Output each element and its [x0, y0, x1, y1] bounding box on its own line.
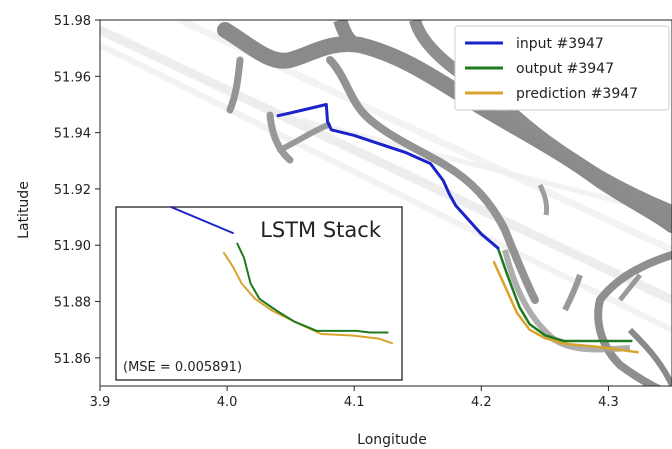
inset-input-line [170, 206, 234, 234]
traffic-density-background [100, 20, 672, 386]
x-axis-title: Longitude [357, 432, 427, 448]
inset-series-layer [170, 206, 393, 345]
inset-output-line [236, 242, 389, 334]
output-series-line [496, 246, 633, 343]
series-layer [276, 103, 639, 354]
legend-label: output #3947 [516, 61, 614, 77]
x-tick-label: 3.9 [90, 395, 111, 410]
x-tick-label: 4.2 [471, 395, 492, 410]
y-tick-label: 51.86 [54, 352, 91, 367]
legend-label: input #3947 [516, 36, 604, 52]
y-tick-label: 51.98 [54, 14, 91, 29]
legend-box [454, 25, 670, 111]
axes-frame [99, 19, 672, 387]
input-series-line [276, 103, 500, 250]
legend: input #3947 output #3947 prediction #3947 [454, 25, 670, 111]
x-axis: 3.9 4.0 4.1 4.2 4.3 [90, 386, 619, 410]
y-tick-label: 51.94 [54, 127, 91, 142]
prediction-series-line [492, 260, 639, 354]
inset-panel: LSTM Stack (MSE = 0.005891) [115, 206, 403, 381]
x-tick-label: 4.3 [598, 395, 619, 410]
inset-mse-label: (MSE = 0.005891) [123, 360, 242, 375]
y-tick-label: 51.92 [54, 183, 91, 198]
y-tick-label: 51.96 [54, 70, 91, 85]
y-tick-label: 51.90 [54, 239, 91, 254]
legend-label: prediction #3947 [516, 86, 638, 102]
y-tick-label: 51.88 [54, 296, 91, 311]
x-tick-label: 4.1 [344, 395, 365, 410]
inset-prediction-line [223, 251, 393, 345]
y-axis-title: Latitude [16, 181, 32, 239]
y-axis: 51.86 51.88 51.90 51.92 51.94 51.96 51.98 [54, 14, 100, 367]
inset-frame [115, 206, 403, 381]
x-tick-label: 4.0 [217, 395, 238, 410]
inset-title: LSTM Stack [260, 218, 382, 242]
